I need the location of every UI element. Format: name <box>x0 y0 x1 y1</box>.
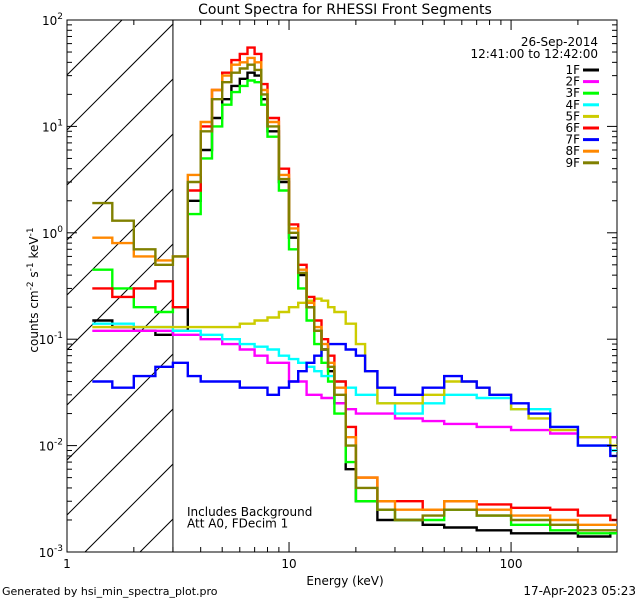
annotation-text: Includes Background <box>187 505 312 519</box>
series-lines <box>92 46 617 538</box>
series-line-1F <box>92 71 617 538</box>
chart-title: Count Spectra for RHESSI Front Segments <box>198 2 492 18</box>
legend-label-1F: 1F <box>565 63 580 77</box>
legend-label-9F: 9F <box>565 156 580 170</box>
legend-label-3F: 3F <box>565 86 580 100</box>
y-axis-label: counts cm-2 s-1 keV-1 <box>26 227 41 352</box>
series-line-6F <box>92 46 617 522</box>
x-axis-label: Energy (keV) <box>306 574 383 588</box>
generated-by-text: Generated by hsi_min_spectra_plot.pro <box>2 585 218 598</box>
x-tick-label: 10 <box>281 557 296 571</box>
series-line-5F <box>92 297 617 447</box>
series-line-2F <box>92 329 617 439</box>
hatch-line <box>67 78 173 186</box>
series-line-4F <box>92 322 617 452</box>
y-tick-label: 10-3 <box>39 544 63 560</box>
hatch-line <box>84 463 173 552</box>
annotation-text: Att A0, FDecim 1 <box>187 517 288 531</box>
x-axis-ticks: 1 10 100 <box>63 20 618 571</box>
y-tick-label: 102 <box>42 12 63 28</box>
legend-label-4F: 4F <box>565 98 580 112</box>
legend-label-5F: 5F <box>565 109 580 123</box>
plot-frame <box>66 19 618 553</box>
legend-label-7F: 7F <box>565 133 580 147</box>
series-line-9F <box>92 63 617 532</box>
date-label: 26-Sep-2014 <box>521 35 598 49</box>
x-tick-label: 100 <box>500 557 523 571</box>
hatch-line <box>67 20 123 76</box>
y-axis-ticks: 10-3 10-2 10-1 100 101 102 <box>39 12 617 560</box>
hatch-line <box>67 243 173 351</box>
y-tick-label: 10-2 <box>39 438 63 454</box>
series-line-3F <box>92 79 617 535</box>
series-line-7F <box>92 342 617 458</box>
hatched-region <box>67 20 173 552</box>
legend-label-6F: 6F <box>565 121 580 135</box>
y-tick-label: 101 <box>42 118 63 134</box>
hatch-line <box>67 408 173 516</box>
series-line-8F <box>92 56 617 526</box>
hatch-line <box>67 23 173 131</box>
y-tick-label: 100 <box>42 225 63 241</box>
time-range-label: 12:41:00 to 12:42:00 <box>471 47 598 61</box>
hatch-line <box>67 188 173 296</box>
legend-label-2F: 2F <box>565 75 580 89</box>
legend-label-8F: 8F <box>565 144 580 158</box>
timestamp-text: 17-Apr-2023 05:23 <box>523 584 636 598</box>
hatch-line <box>67 133 173 241</box>
y-tick-label: 10-1 <box>39 331 63 347</box>
x-tick-label: 1 <box>63 557 71 571</box>
